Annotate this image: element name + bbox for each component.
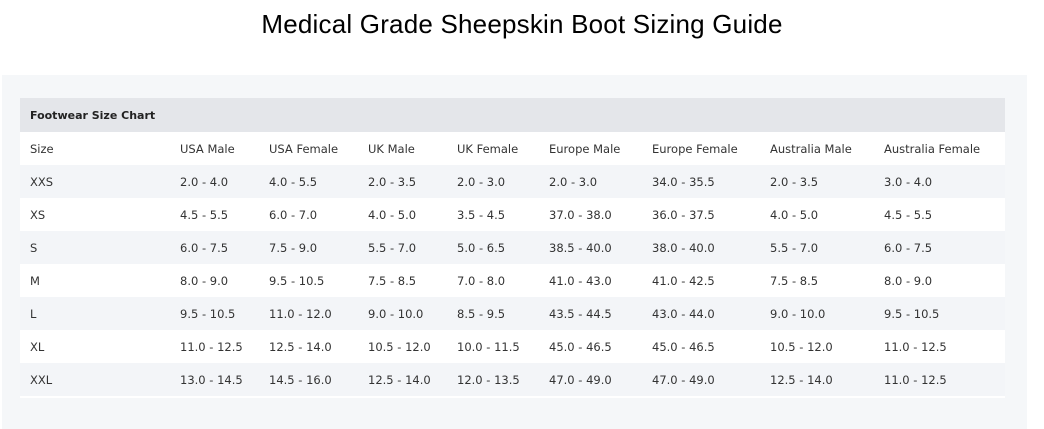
table-cell: 3.5 - 4.5	[447, 198, 539, 231]
column-header: UK Female	[457, 141, 519, 156]
table-cell: 9.5 - 10.5	[170, 297, 259, 330]
table-row: XL 11.0 - 12.5 12.5 - 14.0 10.5 - 12.0 1…	[20, 330, 1005, 363]
table-cell: 2.0 - 3.0	[447, 165, 539, 198]
table-row: XS 4.5 - 5.5 6.0 - 7.0 4.0 - 5.0 3.5 - 4…	[20, 198, 1005, 231]
table-cell: 34.0 - 35.5	[642, 165, 760, 198]
table-header-row: Size USA Male USA Female UK Male UK Fema…	[20, 132, 1005, 165]
table-cell: 5.5 - 7.0	[358, 231, 447, 264]
table-cell: 2.0 - 3.5	[760, 165, 874, 198]
table-cell: 7.5 - 8.5	[358, 264, 447, 297]
table-row: M 8.0 - 9.0 9.5 - 10.5 7.5 - 8.5 7.0 - 8…	[20, 264, 1005, 297]
table-cell: S	[20, 231, 170, 264]
table-cell: 4.0 - 5.5	[259, 165, 358, 198]
table-cell: 12.5 - 14.0	[358, 363, 447, 396]
table-cell: 43.5 - 44.5	[539, 297, 642, 330]
table-cell: 10.0 - 11.5	[447, 330, 539, 363]
table-cell: 47.0 - 49.0	[642, 363, 760, 396]
table-cell: 45.0 - 46.5	[539, 330, 642, 363]
table-cell: 2.0 - 4.0	[170, 165, 259, 198]
table-cell: 13.0 - 14.5	[170, 363, 259, 396]
size-table: Size USA Male USA Female UK Male UK Fema…	[20, 132, 1005, 396]
table-cell: 14.5 - 16.0	[259, 363, 358, 396]
table-cell: 2.0 - 3.0	[539, 165, 642, 198]
table-cell: XXS	[20, 165, 170, 198]
table-cell: 5.5 - 7.0	[760, 231, 874, 264]
table-cell: 11.0 - 12.5	[874, 363, 1005, 396]
table-cell: 8.0 - 9.0	[874, 264, 1005, 297]
table-cell: 4.0 - 5.0	[358, 198, 447, 231]
column-header: Australia Female	[884, 141, 981, 156]
column-header: Europe Female	[652, 141, 738, 156]
column-header: Europe Male	[549, 141, 621, 156]
table-row: XXS 2.0 - 4.0 4.0 - 5.5 2.0 - 3.5 2.0 - …	[20, 165, 1005, 198]
table-cell: 8.0 - 9.0	[170, 264, 259, 297]
table-cell: 11.0 - 12.5	[170, 330, 259, 363]
column-header: Size	[30, 141, 54, 156]
table-cell: 12.0 - 13.5	[447, 363, 539, 396]
table-cell: 43.0 - 44.0	[642, 297, 760, 330]
table-cell: 2.0 - 3.5	[358, 165, 447, 198]
table-cell: L	[20, 297, 170, 330]
card-header: Footwear Size Chart	[20, 98, 1005, 132]
page-title: Medical Grade Sheepskin Boot Sizing Guid…	[261, 9, 783, 39]
table-cell: 37.0 - 38.0	[539, 198, 642, 231]
table-cell: 7.5 - 9.0	[259, 231, 358, 264]
table-cell: 12.5 - 14.0	[760, 363, 874, 396]
table-cell: 11.0 - 12.5	[874, 330, 1005, 363]
table-cell: 11.0 - 12.0	[259, 297, 358, 330]
table-cell: 4.5 - 5.5	[170, 198, 259, 231]
table-cell: 38.5 - 40.0	[539, 231, 642, 264]
table-cell: 45.0 - 46.5	[642, 330, 760, 363]
table-cell: 4.5 - 5.5	[874, 198, 1005, 231]
table-cell: 41.0 - 42.5	[642, 264, 760, 297]
table-cell: 6.0 - 7.5	[874, 231, 1005, 264]
column-header: UK Male	[368, 141, 415, 156]
table-cell: 7.0 - 8.0	[447, 264, 539, 297]
table-cell: 10.5 - 12.0	[760, 330, 874, 363]
table-cell: XL	[20, 330, 170, 363]
table-cell: M	[20, 264, 170, 297]
table-row: L 9.5 - 10.5 11.0 - 12.0 9.0 - 10.0 8.5 …	[20, 297, 1005, 330]
column-header: USA Male	[180, 141, 235, 156]
table-cell: 4.0 - 5.0	[760, 198, 874, 231]
table-cell: 41.0 - 43.0	[539, 264, 642, 297]
table-cell: 38.0 - 40.0	[642, 231, 760, 264]
table-cell: 7.5 - 8.5	[760, 264, 874, 297]
table-cell: XXL	[20, 363, 170, 396]
size-chart-card: Footwear Size Chart Size USA Male USA Fe…	[20, 98, 1005, 398]
column-header: USA Female	[269, 141, 339, 156]
table-cell: 12.5 - 14.0	[259, 330, 358, 363]
table-row: XXL 13.0 - 14.5 14.5 - 16.0 12.5 - 14.0 …	[20, 363, 1005, 396]
table-cell: 9.5 - 10.5	[874, 297, 1005, 330]
table-cell: 9.5 - 10.5	[259, 264, 358, 297]
table-cell: 5.0 - 6.5	[447, 231, 539, 264]
table-cell: 9.0 - 10.0	[358, 297, 447, 330]
table-cell: 6.0 - 7.5	[170, 231, 259, 264]
table-cell: 47.0 - 49.0	[539, 363, 642, 396]
table-cell: 9.0 - 10.0	[760, 297, 874, 330]
table-cell: 6.0 - 7.0	[259, 198, 358, 231]
table-cell: XS	[20, 198, 170, 231]
table-cell: 10.5 - 12.0	[358, 330, 447, 363]
table-cell: 3.0 - 4.0	[874, 165, 1005, 198]
table-cell: 36.0 - 37.5	[642, 198, 760, 231]
table-cell: 8.5 - 9.5	[447, 297, 539, 330]
column-header: Australia Male	[770, 141, 852, 156]
table-row: S 6.0 - 7.5 7.5 - 9.0 5.5 - 7.0 5.0 - 6.…	[20, 231, 1005, 264]
